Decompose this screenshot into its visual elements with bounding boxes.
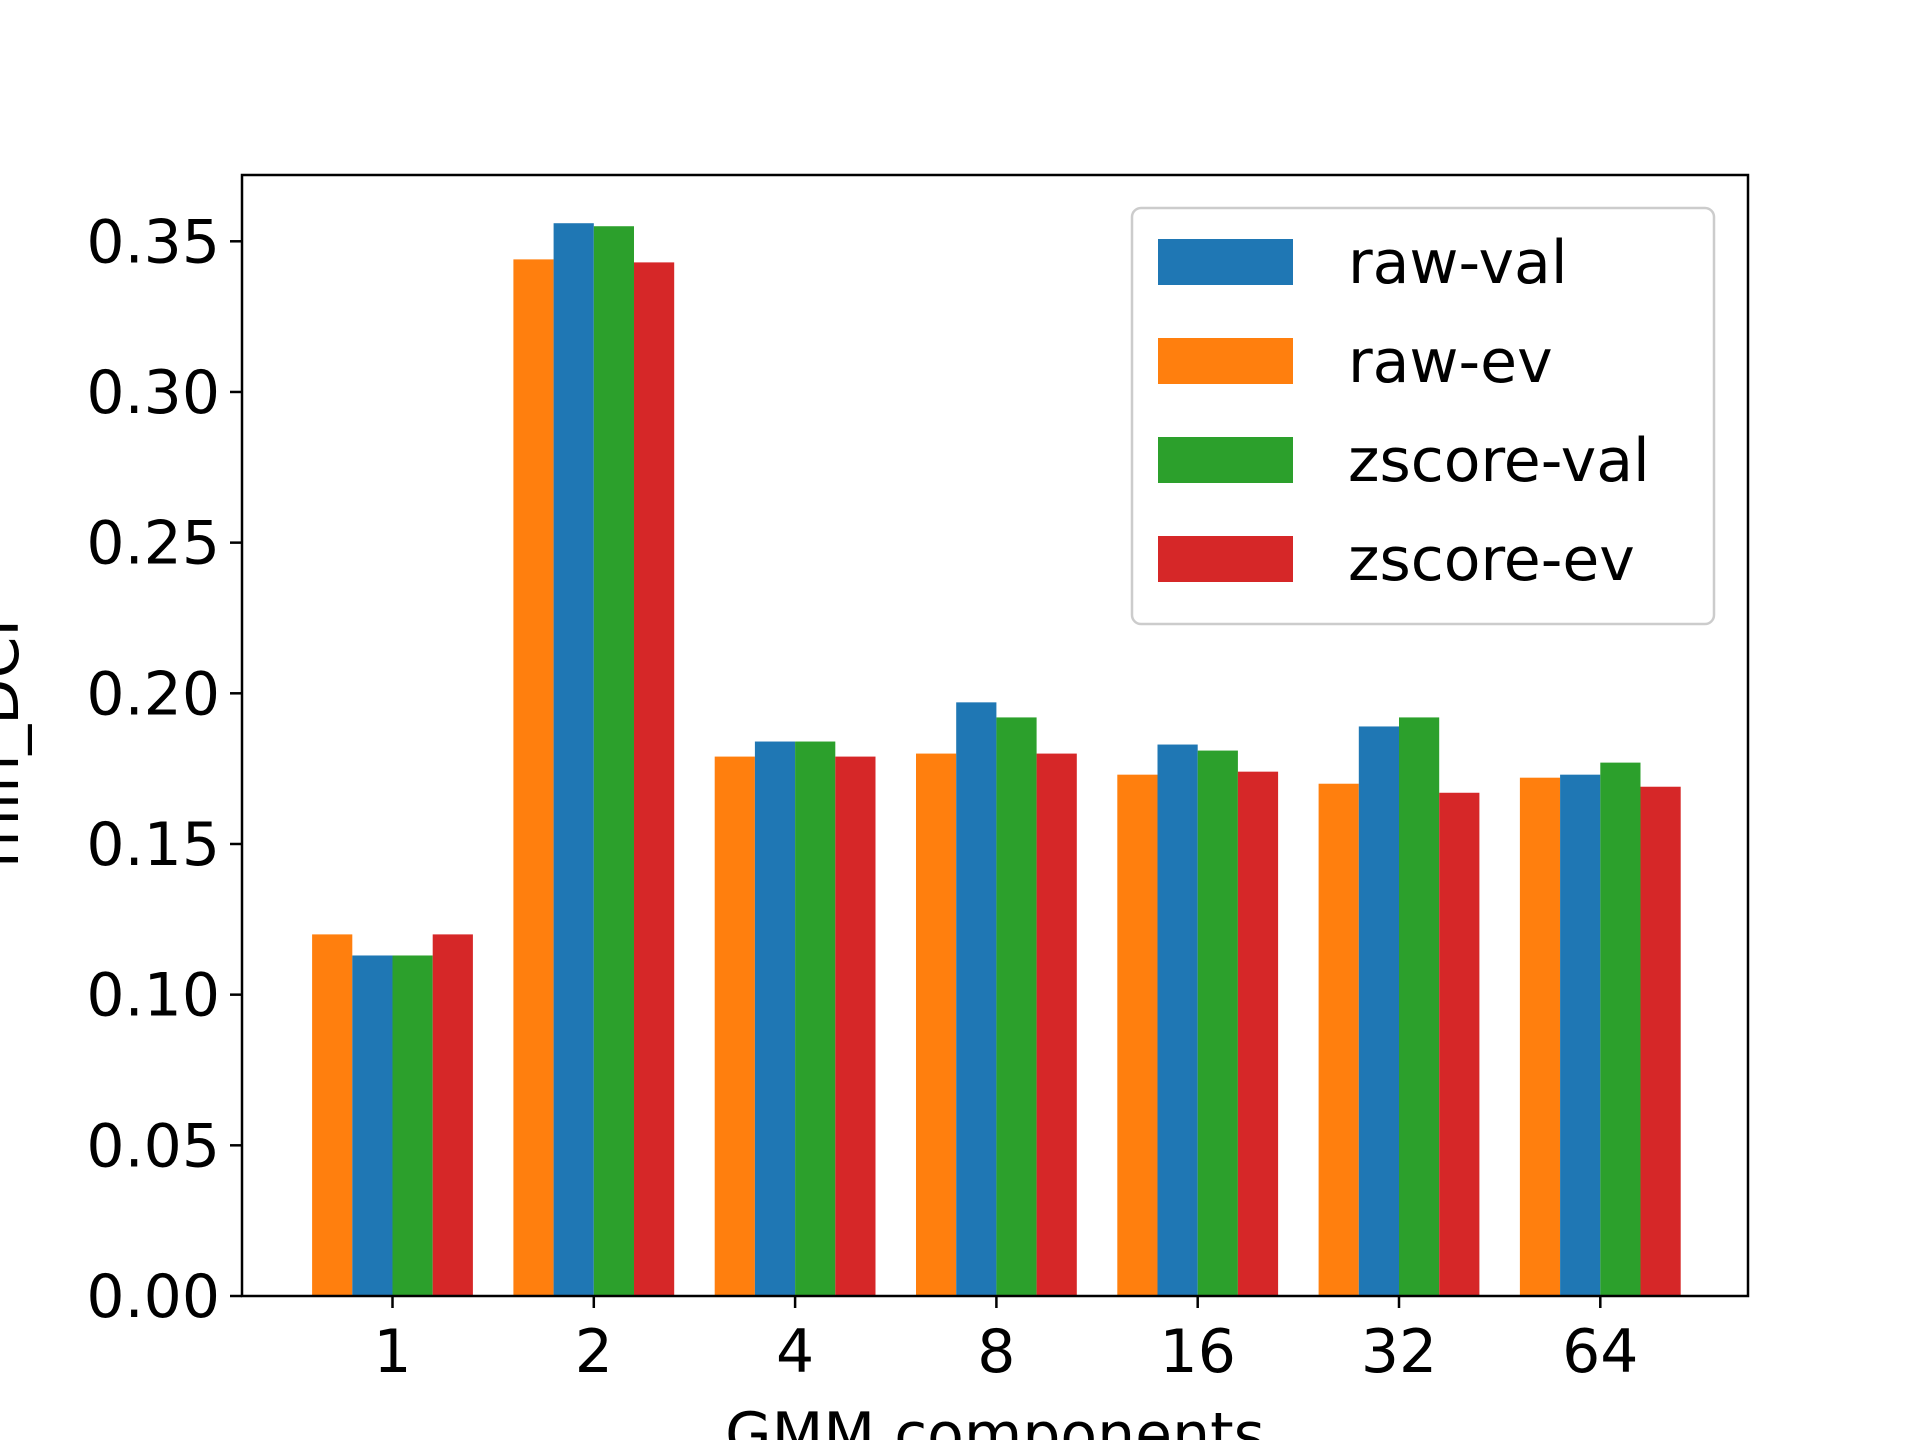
bar-raw-val-8 <box>956 702 997 1296</box>
bar-zscore-val-64 <box>1600 762 1641 1296</box>
bar-raw-val-16 <box>1157 744 1198 1296</box>
y-tick-label: 0.05 <box>86 1111 220 1181</box>
legend-swatch-zscore-val <box>1158 437 1293 483</box>
y-tick-label: 0.00 <box>86 1262 220 1332</box>
x-tick-label: 1 <box>373 1317 411 1387</box>
bar-zscore-ev-1 <box>432 934 473 1296</box>
legend-label-raw-val: raw-val <box>1348 228 1568 298</box>
bar-raw-ev-4 <box>714 756 755 1296</box>
y-tick-label: 0.10 <box>86 961 220 1031</box>
bar-raw-ev-16 <box>1117 774 1158 1296</box>
bar-zscore-ev-8 <box>1036 753 1077 1296</box>
bar-raw-ev-1 <box>312 934 353 1296</box>
x-tick-label: 2 <box>575 1317 613 1387</box>
bar-raw-ev-32 <box>1318 783 1359 1296</box>
bar-zscore-ev-16 <box>1237 771 1279 1296</box>
bar-zscore-val-1 <box>392 955 433 1296</box>
bar-zscore-val-16 <box>1197 750 1238 1296</box>
x-tick-label: 64 <box>1562 1317 1638 1387</box>
bar-raw-val-32 <box>1358 726 1399 1296</box>
bar-zscore-ev-64 <box>1640 786 1681 1296</box>
legend-label-zscore-ev: zscore-ev <box>1348 525 1635 595</box>
bar-raw-val-4 <box>754 741 796 1296</box>
y-tick-label: 0.25 <box>86 509 220 579</box>
legend-box <box>1130 206 1716 626</box>
legend-swatch-raw-ev <box>1158 338 1293 384</box>
legend-label-raw-ev: raw-ev <box>1348 327 1553 397</box>
legend-label-zscore-val: zscore-val <box>1348 426 1650 496</box>
bar-zscore-ev-32 <box>1439 792 1480 1296</box>
bar-raw-val-1 <box>352 955 393 1296</box>
y-tick-label: 0.20 <box>86 659 220 729</box>
legend-swatch-raw-val <box>1158 239 1293 285</box>
x-axis: 1 2 4 8 16 32 64 <box>373 1296 1638 1387</box>
y-tick-label: 0.30 <box>86 358 220 428</box>
bar-raw-val-2 <box>553 223 594 1297</box>
x-axis-label: GMM components <box>725 1400 1265 1440</box>
x-tick-label: 16 <box>1160 1317 1236 1387</box>
bar-zscore-val-8 <box>996 717 1037 1296</box>
bar-raw-ev-64 <box>1519 777 1561 1296</box>
bar-raw-ev-2 <box>513 259 554 1296</box>
bar-zscore-val-32 <box>1399 717 1440 1296</box>
x-tick-label: 8 <box>977 1317 1015 1387</box>
y-tick-label: 0.15 <box>86 810 220 880</box>
legend-swatch-zscore-ev <box>1158 536 1293 582</box>
bar-series-group <box>312 223 1681 1297</box>
bar-raw-ev-8 <box>916 753 957 1296</box>
bar-zscore-ev-4 <box>835 756 876 1296</box>
bar-zscore-val-2 <box>593 226 634 1297</box>
legend: raw-val raw-ev zscore-val zscore-ev <box>1130 206 1716 626</box>
y-axis: 0.00 0.05 0.10 0.15 0.20 0.25 0.30 0.35 <box>86 207 242 1332</box>
x-tick-label: 4 <box>776 1317 814 1387</box>
plot-frame <box>240 173 1750 1298</box>
bar-zscore-ev-2 <box>634 262 675 1296</box>
bar-raw-val-64 <box>1560 774 1601 1296</box>
y-axis-label: min_DCF <box>0 602 33 868</box>
x-tick-label: 32 <box>1361 1317 1437 1387</box>
y-tick-label: 0.35 <box>86 207 220 277</box>
bar-zscore-val-4 <box>795 741 836 1296</box>
